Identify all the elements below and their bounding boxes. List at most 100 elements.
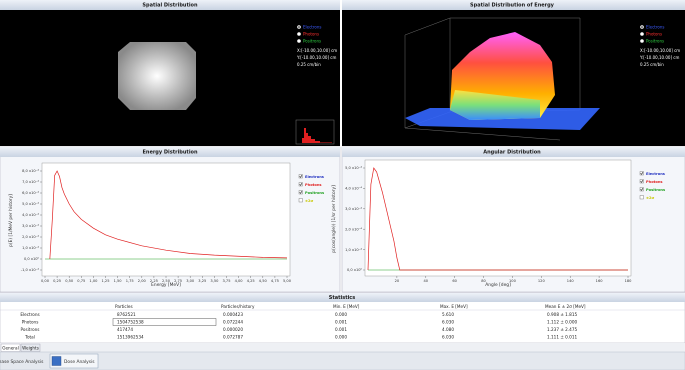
x-tick-label: 120: [538, 279, 546, 283]
cell: 1.111 ± 0.011: [547, 335, 577, 340]
y-tick-label: 4,0 x10⁻⁴: [22, 213, 39, 217]
panel-title: Spatial Distribution of Energy: [470, 3, 555, 9]
y-tick-label: 2,0 x10⁻⁴: [345, 227, 362, 231]
energy-plot: 8,0 x10⁻⁴ 7,0 x10⁻⁴ 6,0 x10⁻⁴ 5,0 x10⁻⁴ 4,0 …: [8, 162, 324, 288]
plot-area: [41, 162, 291, 277]
legend-radio[interactable]: [640, 32, 644, 36]
y-tick-label: -1,0 x10⁻⁴: [21, 268, 40, 272]
statistics-table: Particles Particles/history Min. E [MeV] Ma…: [0, 304, 685, 340]
legend-label: Electrons: [303, 24, 322, 29]
legend: Electrons Photons Positrons X:[-10.00,10.00…: [639, 24, 680, 67]
x-axis-label: Angle [deg]: [485, 282, 511, 288]
range-info: X:[-10.00,10.00] cm: [297, 48, 337, 53]
x-tick-label: 0,25: [53, 279, 61, 283]
title-bar: [0, 293, 685, 302]
x-tick-label: 40: [423, 279, 428, 283]
legend-label: Photons: [646, 180, 663, 184]
legend-label: Photons: [303, 31, 319, 36]
range-info: X:[-10.00,10.00] cm: [640, 48, 680, 53]
cell: 0.000423: [223, 312, 243, 317]
title-bar: [0, 147, 340, 157]
x-tick-label: 5,00: [283, 279, 292, 283]
x-tick-label: 3,50: [210, 279, 219, 283]
cell: 5.610: [442, 312, 454, 317]
y-axis-label: p(cos(angle)) [1/sr per history]: [331, 185, 337, 253]
cell: 4.080: [442, 327, 454, 332]
taskbar-button[interactable]: [49, 353, 99, 369]
cell: 0.000: [335, 312, 347, 317]
legend-radio-dot: [298, 26, 300, 28]
legend-checkbox[interactable]: [298, 174, 303, 179]
x-tick-label: 1,00: [89, 279, 98, 283]
legend-radio[interactable]: [297, 39, 301, 43]
x-tick-label: 0,75: [77, 279, 85, 283]
x-tick-label: 3,75: [222, 279, 230, 283]
row-label: Photons: [22, 320, 39, 325]
title-bar: [342, 147, 685, 157]
legend-check: [299, 174, 303, 178]
legend-label: Positrons: [303, 38, 321, 43]
spatial-image: [118, 42, 196, 110]
x-tick-label: 0,00: [41, 279, 50, 283]
legend-label: Positrons: [646, 188, 665, 192]
y-tick-label: 1,0 x10⁻⁴: [345, 248, 362, 252]
panel-title: Spatial Distribution: [142, 3, 198, 9]
legend-checkbox[interactable]: [639, 179, 644, 184]
x-axis-label: Energy [MeV]: [151, 282, 181, 288]
legend-checkbox[interactable]: [298, 182, 303, 187]
legend-label: Electrons: [305, 175, 324, 179]
cell: 1.237 ± 2.475: [547, 327, 577, 332]
legend: Electrons Photons Positrons X:[-10.00,10.00…: [296, 24, 337, 67]
data-curve: [367, 167, 628, 271]
legend-checkbox[interactable]: [298, 190, 303, 195]
row-label: Positrons: [21, 327, 40, 332]
selected-cell: [112, 318, 217, 326]
cell: 1.112 ± 0.000: [547, 320, 577, 325]
range-info: 0.25 cm/bin: [640, 62, 664, 67]
y-tick-label: 4,0 x10⁻⁴: [345, 187, 362, 191]
legend-checkbox[interactable]: [639, 195, 644, 200]
column-header: Particles/history: [221, 304, 255, 309]
y-tick-label: 5,0 x10⁻⁴: [345, 166, 362, 170]
y-tick-label: 6,0 x10⁻⁴: [22, 191, 39, 195]
legend-radio[interactable]: [640, 39, 644, 43]
x-tick-label: 1,75: [126, 279, 134, 283]
legend-checkbox[interactable]: [639, 187, 644, 192]
taskbar-item[interactable]: Phase Space Analysis: [0, 359, 44, 365]
legend-label: ±2σ: [646, 196, 655, 200]
legend-check: [640, 171, 644, 175]
tab[interactable]: [20, 343, 41, 352]
range-info: Y:[-10.00,10.00] cm: [296, 55, 336, 60]
cell: 6.030: [442, 320, 454, 325]
legend-radio[interactable]: [297, 32, 301, 36]
cell: 0.908 ± 1.815: [547, 312, 577, 317]
x-tick-label: 60: [452, 279, 457, 283]
taskbar-buttons: Phase Space Analysis Dose Analysis: [0, 353, 99, 369]
tab[interactable]: [0, 343, 21, 352]
legend-check: [299, 182, 303, 186]
cell: 0.000020: [223, 327, 243, 332]
legend-label: Positrons: [646, 38, 664, 43]
legend-label: Photons: [646, 31, 662, 36]
tab-label: General: [2, 346, 19, 351]
legend-checkbox[interactable]: [298, 198, 303, 203]
plot-area: [364, 159, 632, 277]
x-tick-label: 2,25: [150, 279, 158, 283]
x-tick-label: 100: [509, 279, 517, 283]
cell: 0.072787: [223, 335, 243, 340]
y-tick-label: 5,0 x10⁻⁴: [22, 202, 39, 206]
x-tick-label: 4,75: [271, 279, 279, 283]
cell: 1513962534: [117, 335, 144, 340]
y-tick-label: 3,0 x10⁻⁴: [22, 224, 39, 228]
cell: 8762521: [117, 312, 136, 317]
legend-check: [640, 179, 644, 183]
y-tick-label: 0,0 x10⁰: [24, 257, 40, 261]
legend-label: Electrons: [646, 24, 665, 29]
legend-checkbox[interactable]: [639, 171, 644, 176]
x-tick-label: 0,50: [65, 279, 74, 283]
title-bar: [0, 0, 340, 10]
angular-plot: 5,0 x10⁻⁴ 4,0 x10⁻⁴ 3,0 x10⁻⁴ 2,0 x10⁻⁴ 1,0 …: [331, 159, 665, 288]
panel-title: Angular Distribution: [483, 150, 541, 156]
y-tick-label: 1,0 x10⁻⁴: [22, 246, 39, 250]
